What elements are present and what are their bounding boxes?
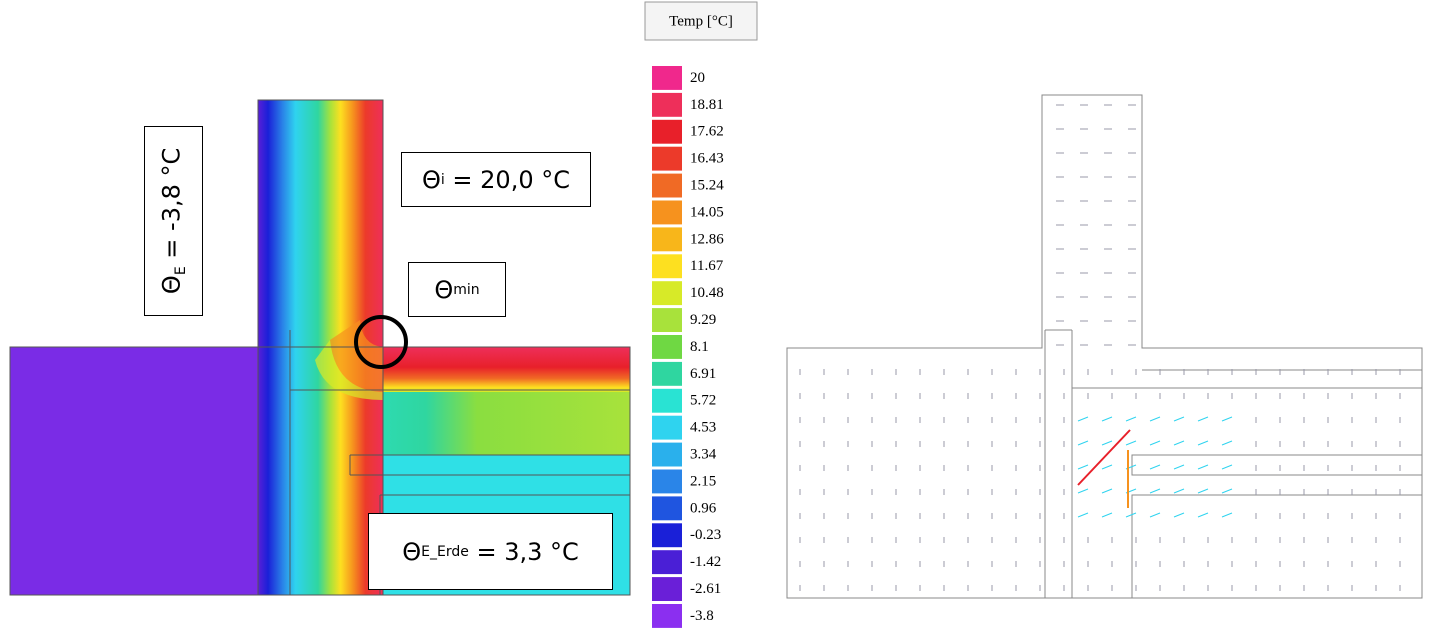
flux-arrow (1102, 441, 1112, 445)
legend-title: Temp [°C] (669, 13, 733, 29)
flux-arrow (1198, 489, 1208, 493)
legend-label: 2.15 (690, 473, 716, 489)
value: = 3,3 °C (469, 538, 579, 566)
legend-swatch (652, 389, 682, 413)
legend-label: 6.91 (690, 366, 716, 382)
flux-arrow (1198, 441, 1208, 445)
legend-swatch (652, 550, 682, 574)
flux-arrow (1198, 513, 1208, 517)
symbol: Θ (434, 276, 453, 304)
subscript: E (173, 266, 189, 275)
legend-label: 10.48 (690, 285, 724, 301)
symbol: Θ (402, 538, 421, 566)
flux-arrow (1222, 465, 1232, 469)
flux-arrow (1150, 417, 1160, 421)
flux-arrow (1222, 417, 1232, 421)
flux-arrow (1102, 465, 1112, 469)
legend-label: -3.8 (690, 608, 714, 624)
flux-arrow (1174, 489, 1184, 493)
flux-arrow (1078, 441, 1088, 445)
legend-swatch (652, 362, 682, 386)
flux-arrow (1174, 441, 1184, 445)
legend-label: 17.62 (690, 124, 724, 140)
legend: Temp [°C] 20 18.81 17.62 16.43 15.24 14.05 12.… (645, 2, 757, 628)
legend-label: 18.81 (690, 97, 724, 113)
flux-arrow (1222, 513, 1232, 517)
subscript: min (453, 282, 479, 298)
legend-label: 11.67 (690, 258, 724, 274)
legend-swatch (652, 120, 682, 144)
flux-arrow (1126, 441, 1136, 445)
flux-arrow (1078, 489, 1088, 493)
flux-arrow (1174, 465, 1184, 469)
legend-label: 9.29 (690, 312, 716, 328)
theta-e-label: ΘE = -3,8 °C (158, 148, 190, 294)
legend-swatch (652, 470, 682, 494)
page: Temp [°C] 20 18.81 17.62 16.43 15.24 14.05 12.… (0, 0, 1429, 635)
flux-arrow (1102, 489, 1112, 493)
figure: Temp [°C] 20 18.81 17.62 16.43 15.24 14.05 12.… (0, 0, 1429, 635)
flux-arrow (1150, 441, 1160, 445)
legend-label: 8.1 (690, 339, 709, 355)
legend-label: 0.96 (690, 500, 717, 516)
legend-swatch (652, 227, 682, 251)
legend-swatch (652, 281, 682, 305)
value: = -3,8 °C (158, 148, 186, 267)
symbol: Θ (158, 275, 186, 294)
flux-arrow (1198, 465, 1208, 469)
flux-arrow (1174, 417, 1184, 421)
flux-arrow (1174, 513, 1184, 517)
legend-swatch (652, 443, 682, 467)
flux-arrow (1126, 417, 1136, 421)
flux-arrow (1150, 489, 1160, 493)
legend-swatch (652, 93, 682, 117)
legend-label: -2.61 (690, 581, 721, 597)
legend-swatch (652, 604, 682, 628)
legend-label: 14.05 (690, 204, 724, 220)
flux-arrow (1102, 417, 1112, 421)
legend-swatch (652, 335, 682, 359)
flux-arrow (1126, 513, 1136, 517)
legend-label: 4.53 (690, 420, 716, 436)
symbol: Θ (422, 166, 441, 194)
flux-arrow (1078, 513, 1088, 517)
legend-swatch (652, 201, 682, 225)
legend-swatch (652, 254, 682, 278)
subscript: E_Erde (421, 544, 469, 560)
legend-swatch (652, 496, 682, 520)
annotation-box: ΘE = -3,8 °C (144, 126, 203, 316)
legend-swatch (652, 66, 682, 90)
legend-swatch (652, 523, 682, 547)
flux-arrow (1078, 430, 1130, 485)
legend-swatch (652, 174, 682, 198)
legend-label: -0.23 (690, 527, 721, 543)
legend-label: -1.42 (690, 554, 721, 570)
flux-arrow (1078, 417, 1088, 421)
legend-label: 16.43 (690, 151, 724, 167)
flux-arrow (1198, 417, 1208, 421)
vector-field (787, 95, 1422, 598)
flux-arrow (1078, 465, 1088, 469)
legend-label: 3.34 (690, 446, 717, 462)
legend-swatch (652, 308, 682, 332)
flux-arrow (1222, 489, 1232, 493)
flux-arrow (1150, 465, 1160, 469)
flux-arrow (1222, 441, 1232, 445)
legend-label: 5.72 (690, 393, 716, 409)
legend-label: 20 (690, 70, 705, 86)
legend-swatch (652, 577, 682, 601)
value: = 20,0 °C (445, 166, 570, 194)
legend-swatch (652, 416, 682, 440)
flux-arrow (1150, 513, 1160, 517)
flux-arrow (1102, 513, 1112, 517)
legend-label: 12.86 (690, 231, 724, 247)
legend-swatch (652, 147, 682, 171)
legend-label: 15.24 (690, 177, 724, 193)
